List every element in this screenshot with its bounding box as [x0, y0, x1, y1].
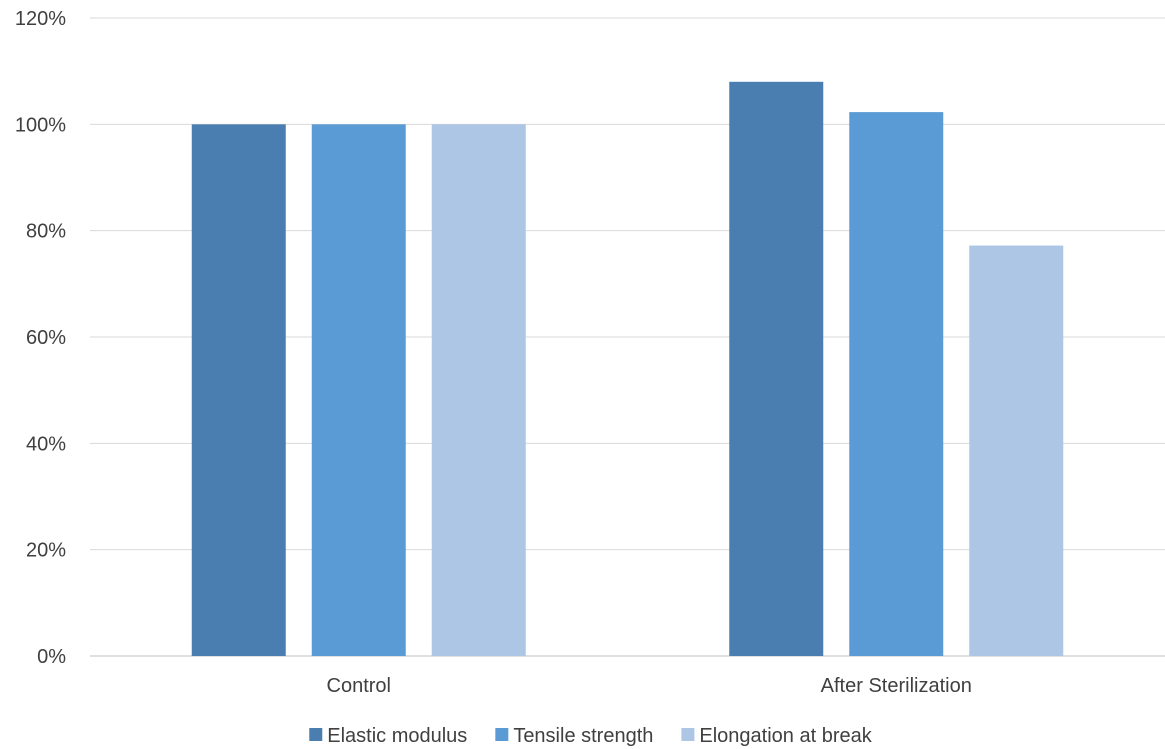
x-category-label: Control: [327, 675, 391, 697]
bar-elongation-at-break-after-sterilization: [969, 245, 1064, 656]
legend-swatch: [495, 728, 509, 741]
y-tick-label: 100%: [15, 114, 66, 136]
x-category-label: After Sterilization: [821, 675, 972, 697]
y-axis-ticks: 0% 20% 40% 60% 80% 100% 120%: [15, 8, 66, 668]
legend-label: Elongation at break: [699, 725, 872, 747]
y-tick-label: 80%: [26, 221, 66, 243]
legend: Elastic modulus Tensile strength Elongatio…: [309, 725, 873, 747]
bar-elongation-at-break-control: [431, 124, 526, 657]
y-tick-label: 60%: [26, 327, 66, 349]
y-tick-label: 120%: [15, 8, 66, 30]
legend-label: Tensile strength: [513, 725, 653, 747]
y-tick-label: 0%: [37, 646, 66, 668]
bar-tensile-strength-control: [311, 124, 406, 657]
bar-elastic-modulus-after-sterilization: [729, 81, 824, 657]
y-tick-label: 20%: [26, 540, 66, 562]
bar-elastic-modulus-control: [191, 124, 286, 657]
bars: [191, 81, 1064, 657]
y-tick-label: 40%: [26, 433, 66, 455]
bar-tensile-strength-after-sterilization: [849, 112, 944, 657]
legend-swatch: [309, 728, 323, 741]
legend-swatch: [681, 728, 695, 741]
x-axis-labels: Control After Sterilization: [327, 675, 972, 697]
legend-label: Elastic modulus: [327, 725, 467, 747]
